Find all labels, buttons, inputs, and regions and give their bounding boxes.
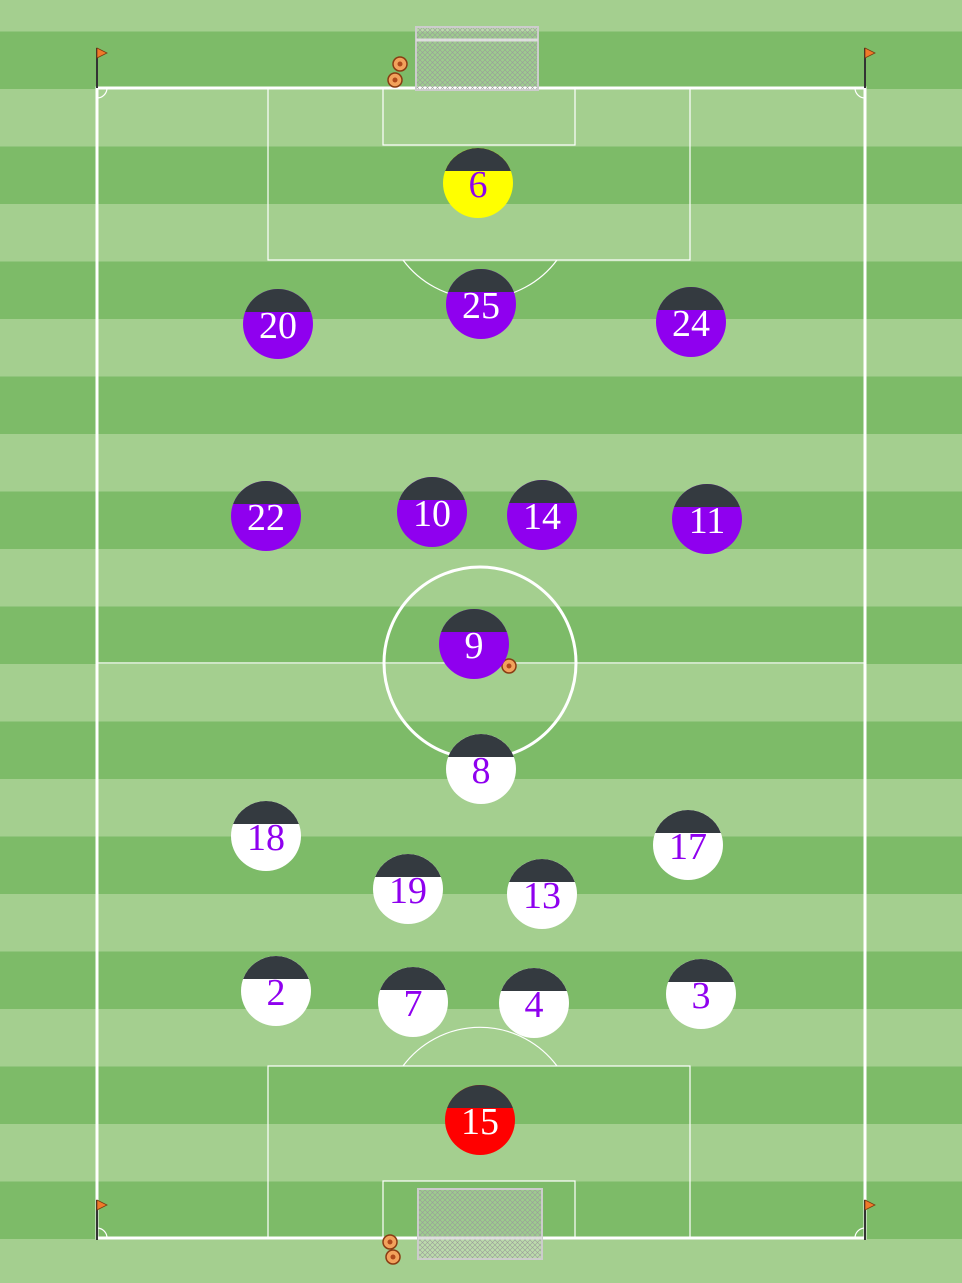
soccer-ball-icon	[385, 1249, 401, 1265]
corner-flag-icon	[96, 1199, 108, 1240]
player-number: 19	[389, 870, 427, 912]
player-number: 10	[413, 493, 451, 535]
player-home: 9	[439, 609, 509, 679]
player-away-goalkeeper: 15	[445, 1085, 515, 1155]
corner-flag-icon	[96, 47, 108, 88]
grass-stripe	[0, 434, 962, 492]
player-number: 4	[525, 984, 544, 1026]
grass-stripe	[0, 549, 962, 607]
corner-flag-icon	[864, 1199, 876, 1240]
balls	[382, 56, 517, 1265]
player-away: 18	[231, 801, 301, 871]
player-number: 18	[247, 817, 285, 859]
grass-stripe	[0, 951, 962, 1009]
player-home: 25	[446, 269, 516, 339]
soccer-ball-icon	[382, 1234, 398, 1250]
player-away: 19	[373, 853, 443, 924]
corner-arc	[854, 87, 866, 99]
player-away: 13	[507, 859, 577, 929]
grass-stripe	[0, 836, 962, 894]
player-number: 11	[689, 500, 726, 542]
players: 6 25 20 24 22 10 14 11 9 15 8 18 17 19 13 2 7 4 3	[231, 147, 742, 1155]
player-number: 15	[461, 1101, 499, 1143]
player-away: 2	[241, 956, 311, 1026]
soccer-ball-icon	[392, 56, 408, 72]
grass-stripe	[0, 491, 962, 549]
player-number: 3	[692, 975, 711, 1017]
player-number: 17	[669, 826, 707, 868]
player-away: 7	[378, 967, 448, 1037]
soccer-ball-icon	[387, 72, 403, 88]
grass-stripe	[0, 1009, 962, 1067]
player-home: 14	[507, 480, 577, 550]
player-number: 24	[672, 303, 710, 345]
player-home: 24	[656, 287, 726, 357]
player-number: 8	[472, 750, 491, 792]
grass-stripe	[0, 376, 962, 434]
player-number: 22	[247, 497, 285, 539]
player-away: 8	[446, 734, 516, 804]
player-number: 25	[462, 285, 500, 327]
player-number: 13	[523, 875, 561, 917]
corner-flags	[96, 47, 876, 1240]
goals	[415, 26, 543, 1260]
player-number: 2	[267, 972, 286, 1014]
player-away: 3	[666, 959, 736, 1029]
goal-net-icon	[417, 1188, 543, 1260]
corner-arc	[96, 87, 108, 99]
player-away: 17	[653, 810, 723, 880]
player-home: 20	[243, 288, 313, 359]
player-home: 11	[672, 484, 742, 554]
player-home: 22	[231, 480, 301, 551]
player-number: 9	[465, 625, 484, 667]
penalty-arc-bottom	[402, 1026, 558, 1067]
grass-stripe	[0, 894, 962, 952]
goal-net-icon	[415, 26, 539, 91]
player-away: 4	[499, 968, 569, 1038]
corner-flag-icon	[864, 47, 876, 88]
grass-stripe	[0, 89, 962, 147]
player-home-goalkeeper: 6	[443, 147, 513, 218]
soccer-ball-icon	[501, 658, 517, 674]
player-number: 20	[259, 305, 297, 347]
player-number: 7	[404, 983, 423, 1025]
player-number: 6	[469, 164, 488, 206]
player-number: 14	[523, 496, 561, 538]
player-home: 10	[397, 476, 467, 547]
